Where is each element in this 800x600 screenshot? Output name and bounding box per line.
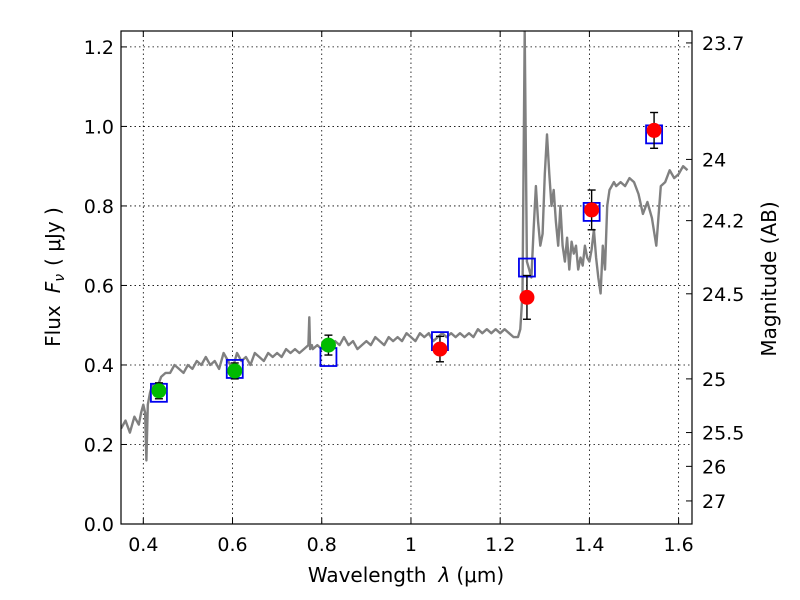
y2-tick-label: 24.5 — [702, 284, 744, 306]
plot-frame — [120, 30, 693, 525]
x-axis-label-text: Wavelength — [308, 563, 427, 587]
y-tick-label: 1.0 — [84, 116, 114, 138]
y-tick-label: 0.0 — [84, 514, 114, 536]
y2-tick-label: 27 — [702, 491, 726, 513]
x-tick-label: 0.6 — [217, 534, 247, 556]
y-tick-label: 0.8 — [84, 196, 114, 218]
y-tick-label: 0.4 — [84, 355, 114, 377]
plot-area — [121, 31, 689, 462]
y2-tick-label: 23.7 — [702, 33, 744, 55]
y-tick-label: 0.2 — [84, 434, 114, 456]
x-axis-label: Wavelength λ (μm) — [308, 563, 504, 587]
x-tick-label: 0.8 — [307, 534, 337, 556]
y2-tick-label: 25.5 — [702, 423, 744, 445]
y2-tick-label: 24 — [702, 149, 726, 171]
y2-tick-label: 24.2 — [702, 211, 744, 233]
y-axis-label-text: Flux — [41, 305, 65, 347]
y-axis-label: Flux Fν ( μJy ) — [41, 207, 68, 347]
observed-point — [320, 337, 336, 353]
y-axis-label-unit: ( μJy ) — [41, 207, 65, 266]
observed-point — [584, 202, 600, 218]
x-tick-label: 1.6 — [664, 534, 694, 556]
observed-point — [519, 289, 535, 305]
y-tick-label: 1.2 — [84, 37, 114, 59]
observed-point — [646, 122, 662, 138]
observed-point — [151, 383, 167, 399]
x-tick-label: 1.4 — [574, 534, 604, 556]
y-axis-label-subscript: ν — [52, 274, 68, 282]
x-axis-label-unit: (μm) — [456, 563, 504, 587]
x-axis-label-symbol: λ — [438, 563, 451, 587]
x-tick-label: 1.2 — [485, 534, 515, 556]
y2-tick-label: 25 — [702, 369, 726, 391]
y-tick-label: 0.6 — [84, 275, 114, 297]
observed-point — [227, 363, 243, 379]
axis-ticks: 0.4 0.6 0.8 1 1.2 1.4 1.6 0.0 0.2 0.4 0.6 0.8 1.0 1.2… — [84, 31, 744, 556]
y-axis-label-symbol: F — [41, 281, 65, 293]
x-tick-label: 0.4 — [128, 534, 158, 556]
observed-point — [432, 341, 448, 357]
y2-axis-label: Magnitude (AB) — [757, 201, 781, 356]
x-tick-label: 1 — [405, 534, 417, 556]
y2-tick-label: 26 — [702, 456, 726, 478]
